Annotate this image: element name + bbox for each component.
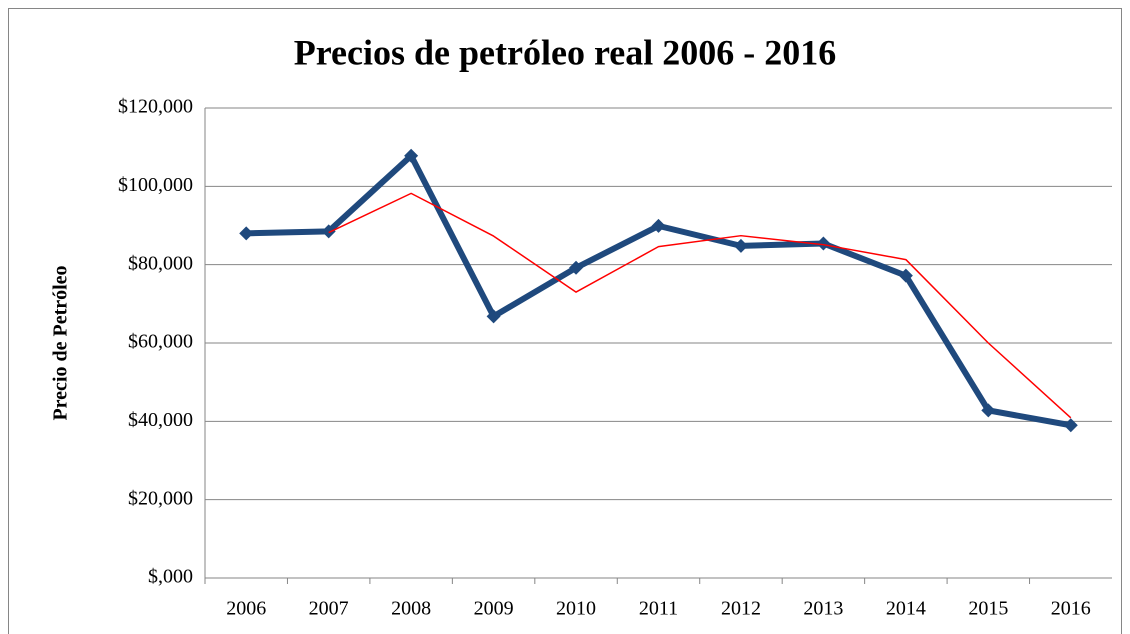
data-point (321, 224, 336, 239)
y-tick-label: $20,000 (128, 487, 193, 509)
x-tick-label: 2010 (556, 598, 596, 620)
y-tick-label: $80,000 (128, 252, 193, 274)
data-point (816, 236, 831, 251)
data-point (239, 226, 254, 241)
x-tick-label: 2006 (226, 598, 266, 620)
y-tick-label: $120,000 (118, 96, 193, 118)
data-point (1063, 418, 1078, 433)
data-point (981, 403, 996, 418)
data-point (733, 238, 748, 253)
x-tick-label: 2013 (803, 598, 843, 620)
y-tick-label: $40,000 (128, 409, 193, 431)
series-line (328, 192, 1072, 419)
x-tick-label: 2009 (474, 598, 514, 620)
chart-title: Precios de petróleo real 2006 - 2016 (294, 32, 837, 72)
x-tick-label: 2011 (639, 598, 678, 620)
data-point (404, 148, 419, 163)
x-tick-label: 2014 (886, 598, 926, 620)
x-tick-label: 2015 (968, 598, 1008, 620)
y-tick-label: $100,000 (118, 174, 193, 196)
x-tick-label: 2012 (721, 598, 761, 620)
data-point (569, 260, 584, 275)
x-tick-label: 2008 (391, 598, 431, 620)
data-point (898, 268, 913, 283)
x-tick-label: 2007 (309, 598, 349, 620)
data-point (651, 218, 666, 233)
x-tick-label: 2016 (1051, 598, 1091, 620)
y-tick-label: $60,000 (128, 331, 193, 353)
y-tick-label: $,000 (148, 566, 193, 588)
data-point (486, 309, 501, 324)
y-axis-label: Precio de Petróleo (50, 265, 72, 420)
